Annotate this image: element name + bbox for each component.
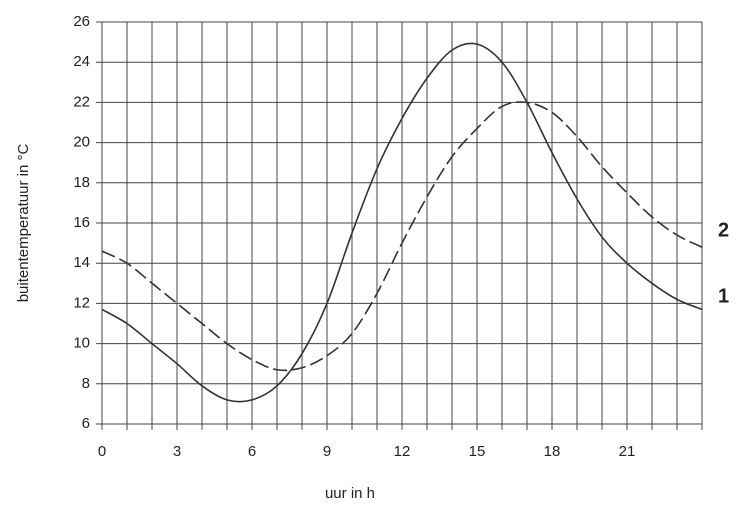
line-series bbox=[101, 101, 703, 372]
y-tick-label: 20 bbox=[73, 134, 90, 151]
y-tick-label: 18 bbox=[73, 174, 90, 191]
y-tick-label: 26 bbox=[73, 13, 90, 30]
y-tick-label: 8 bbox=[82, 375, 90, 392]
line-series bbox=[101, 42, 703, 403]
y-tick-label: 22 bbox=[73, 93, 90, 110]
y-tick-label: 24 bbox=[73, 53, 90, 70]
y-tick-label: 6 bbox=[82, 415, 90, 432]
y-tick-label: 12 bbox=[73, 294, 90, 311]
x-tick-label: 21 bbox=[619, 443, 636, 460]
series-label: 2 bbox=[718, 219, 729, 241]
y-tick-label: 14 bbox=[73, 254, 90, 271]
x-axis-label: uur in h bbox=[325, 485, 375, 502]
x-tick-label: 12 bbox=[394, 443, 411, 460]
y-tick-label: 16 bbox=[73, 214, 90, 231]
y-tick-label: 10 bbox=[73, 335, 90, 352]
x-tick-label: 6 bbox=[248, 443, 256, 460]
series-label: 1 bbox=[718, 286, 729, 308]
x-tick-label: 3 bbox=[173, 443, 181, 460]
y-axis-label: buitentemperatuur in °C bbox=[15, 144, 32, 303]
x-tick-label: 9 bbox=[323, 443, 331, 460]
x-tick-label: 15 bbox=[469, 443, 486, 460]
x-tick-label: 18 bbox=[544, 443, 561, 460]
x-tick-label: 0 bbox=[98, 443, 106, 460]
